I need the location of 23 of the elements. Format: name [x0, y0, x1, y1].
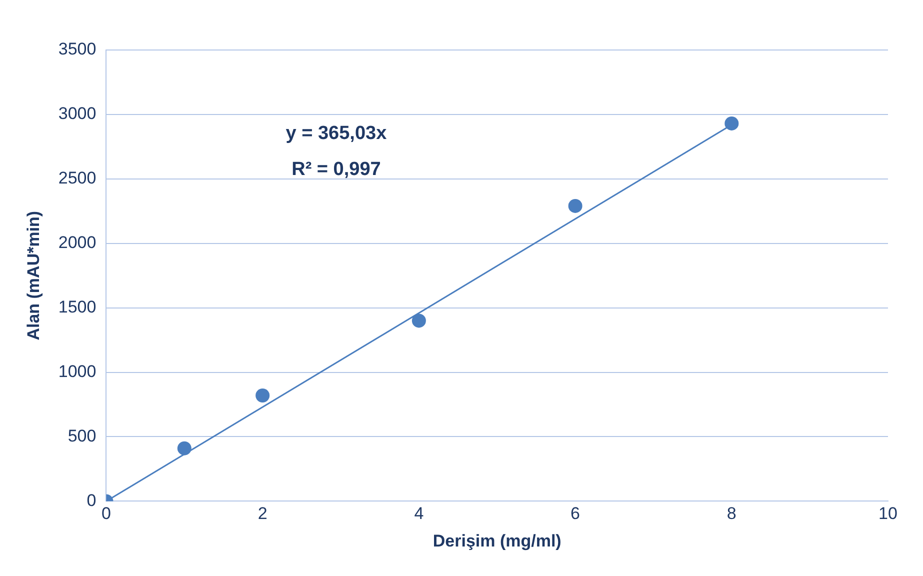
point	[177, 441, 192, 456]
point	[256, 388, 270, 402]
y-tick-label: 1500	[58, 298, 96, 317]
point	[568, 198, 582, 213]
y-tick-label: 0	[86, 490, 96, 510]
x-tick-label: 8	[726, 504, 736, 524]
x-tick-label: 2	[258, 504, 268, 524]
y-tick-label: 2000	[58, 233, 96, 252]
y-tick-label: 1000	[58, 362, 96, 381]
point	[412, 314, 426, 328]
y-tick-label: 3000	[58, 104, 96, 124]
x-tick-label: 0	[101, 504, 111, 524]
x-tick-label: 4	[414, 504, 424, 524]
x-tick-label: 6	[570, 504, 580, 524]
y-tick-label: 500	[68, 426, 96, 446]
y-axis-title: Alan (mAU*min)	[24, 210, 43, 340]
point	[724, 116, 739, 130]
x-axis-title: Derişim (mg/ml)	[432, 531, 562, 550]
y-tick-label: 2500	[58, 168, 96, 188]
y-tick-label: 3500	[58, 40, 96, 59]
annotation: R² = 0,997	[292, 159, 381, 180]
annotation: y = 365,03x	[286, 123, 388, 144]
x-tick-label: 10	[878, 504, 898, 524]
